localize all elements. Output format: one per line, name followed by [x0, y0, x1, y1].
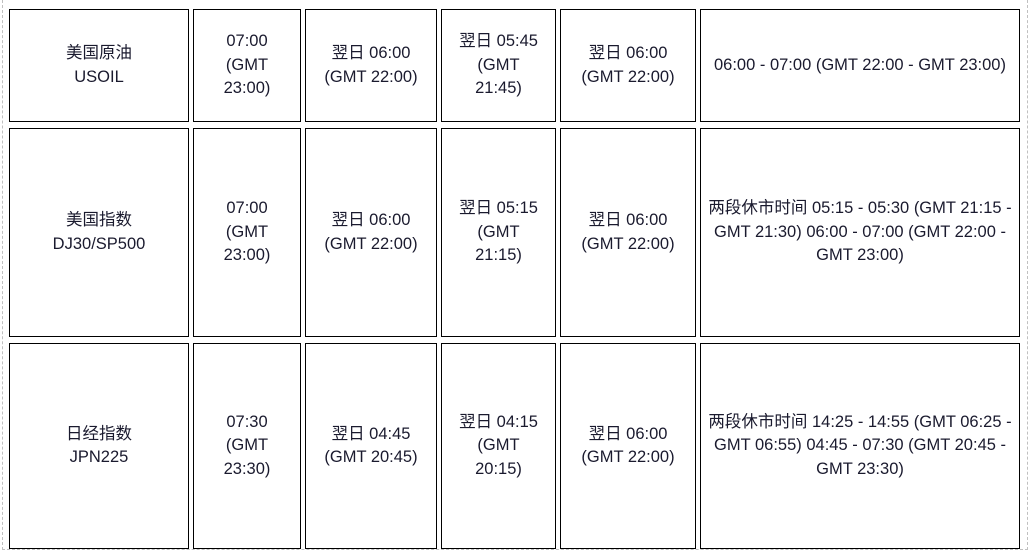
- settle-start-line-2: (GMT: [477, 222, 520, 241]
- table-body: 美国原油 USOIL 07:00 (GMT 23:00) 翌日 06:00 (G…: [9, 9, 1020, 549]
- open-time-line-2: (GMT: [225, 222, 269, 241]
- notes-cell: 两段休市时间 14:25 - 14:55 (GMT 06:25 - GMT 06…: [700, 343, 1020, 549]
- open-time-lines: 07:00 (GMT 23:00): [198, 30, 296, 100]
- settle-end-line-1: 翌日 06:00: [588, 211, 668, 230]
- table-row: 日经指数 JPN225 07:30 (GMT 23:30) 翌日 04:45 (…: [9, 343, 1020, 549]
- open-time-line-2: (GMT: [225, 436, 269, 455]
- instrument-name-cn: 美国指数: [66, 211, 132, 230]
- settle-start-line-1: 翌日 05:15: [459, 199, 538, 218]
- open-time-line-3: 23:00): [223, 246, 271, 265]
- open-time-line-3: 23:00): [223, 79, 271, 98]
- close-time-line-2: (GMT 22:00): [324, 67, 418, 86]
- settle-end-cell: 翌日 06:00 (GMT 22:00): [560, 9, 696, 122]
- notes-line-4: (GMT 22:00 - GMT 23:00): [816, 222, 1006, 265]
- settle-end-lines: 翌日 06:00 (GMT 22:00): [565, 423, 691, 470]
- instrument-lines: 美国原油 USOIL: [14, 42, 184, 89]
- settle-end-cell: 翌日 06:00 (GMT 22:00): [560, 343, 696, 549]
- settle-start-line-1: 翌日 04:15: [459, 412, 538, 431]
- settle-end-line-1: 翌日 06:00: [588, 424, 668, 443]
- settle-end-lines: 翌日 06:00 (GMT 22:00): [565, 209, 691, 256]
- settle-end-line-2: (GMT 22:00): [581, 234, 675, 253]
- notes-heading: 两段休市时间: [708, 412, 808, 431]
- close-time-line-2: (GMT 22:00): [324, 234, 418, 253]
- notes-line-3: 06:00 - 07:00: [806, 222, 904, 241]
- notes-line-2: (GMT 21:15 - GMT 21:30): [714, 199, 1012, 241]
- notes-lines: 两段休市时间 14:25 - 14:55 (GMT 06:25 - GMT 06…: [705, 411, 1015, 481]
- settle-start-line-3: 20:15): [475, 459, 522, 478]
- settle-start-lines: 翌日 05:45 (GMT 21:45): [446, 30, 551, 100]
- instrument-symbol: DJ30/SP500: [52, 234, 146, 253]
- close-time-cell: 翌日 06:00 (GMT 22:00): [305, 128, 437, 337]
- close-time-cell: 翌日 06:00 (GMT 22:00): [305, 9, 437, 122]
- notes-line-2: 23:00): [959, 55, 1006, 74]
- instrument-name-cn: 美国原油: [66, 44, 132, 63]
- settle-end-cell: 翌日 06:00 (GMT 22:00): [560, 128, 696, 337]
- close-time-line-1: 翌日 06:00: [331, 211, 411, 230]
- open-time-line-2: (GMT: [225, 55, 269, 74]
- open-time-line-3: 23:30): [223, 459, 271, 478]
- instrument-lines: 美国指数 DJ30/SP500: [14, 209, 184, 256]
- notes-line-1: 05:15 - 05:30: [811, 199, 910, 218]
- instrument-name-cn: 日经指数: [66, 424, 132, 443]
- settle-start-lines: 翌日 05:15 (GMT 21:15): [446, 197, 551, 267]
- open-time-lines: 07:00 (GMT 23:00): [198, 197, 296, 267]
- instrument-cell: 美国指数 DJ30/SP500: [9, 128, 189, 337]
- close-time-lines: 翌日 06:00 (GMT 22:00): [310, 209, 432, 256]
- table-row: 美国原油 USOIL 07:00 (GMT 23:00) 翌日 06:00 (G…: [9, 9, 1020, 122]
- table-row: 美国指数 DJ30/SP500 07:00 (GMT 23:00) 翌日 06:…: [9, 128, 1020, 337]
- notes-lines: 06:00 - 07:00 (GMT 22:00 - GMT 23:00): [705, 54, 1015, 77]
- notes-heading: 两段休市时间: [708, 199, 808, 218]
- settle-start-line-3: 21:45): [475, 79, 522, 98]
- open-time-line-1: 07:00: [226, 32, 268, 51]
- open-time-line-1: 07:30: [226, 412, 268, 431]
- instrument-lines: 日经指数 JPN225: [14, 423, 184, 470]
- open-time-cell: 07:00 (GMT 23:00): [193, 9, 301, 122]
- close-time-lines: 翌日 04:45 (GMT 20:45): [310, 423, 432, 470]
- notes-cell: 06:00 - 07:00 (GMT 22:00 - GMT 23:00): [700, 9, 1020, 122]
- open-time-cell: 07:30 (GMT 23:30): [193, 343, 301, 549]
- open-time-lines: 07:30 (GMT 23:30): [198, 411, 296, 481]
- close-time-cell: 翌日 04:45 (GMT 20:45): [305, 343, 437, 549]
- open-time-line-1: 07:00: [226, 199, 268, 218]
- settle-start-line-2: (GMT: [477, 55, 520, 74]
- notes-line-2: 06:55): [754, 436, 802, 455]
- notes-line-4: 23:30): [857, 459, 904, 478]
- settle-end-line-2: (GMT 22:00): [581, 67, 675, 86]
- instrument-cell: 日经指数 JPN225: [9, 343, 189, 549]
- notes-line-1: 14:25 - 14:55 (GMT 06:25 - GMT: [714, 412, 1012, 455]
- settle-start-line-3: 21:15): [475, 246, 522, 265]
- settle-start-cell: 翌日 05:45 (GMT 21:45): [441, 9, 556, 122]
- settle-end-line-1: 翌日 06:00: [588, 44, 668, 63]
- notes-line-1: 06:00 - 07:00 (GMT 22:00 - GMT: [714, 55, 955, 74]
- instrument-cell: 美国原油 USOIL: [9, 9, 189, 122]
- trading-hours-table: 美国原油 USOIL 07:00 (GMT 23:00) 翌日 06:00 (G…: [5, 3, 1024, 555]
- settle-start-cell: 翌日 05:15 (GMT 21:15): [441, 128, 556, 337]
- close-time-line-1: 翌日 04:45: [331, 424, 411, 443]
- settle-start-line-2: (GMT: [477, 436, 520, 455]
- settle-start-line-1: 翌日 05:45: [459, 32, 538, 51]
- open-time-cell: 07:00 (GMT 23:00): [193, 128, 301, 337]
- settle-end-lines: 翌日 06:00 (GMT 22:00): [565, 42, 691, 89]
- close-time-line-1: 翌日 06:00: [331, 44, 411, 63]
- settle-start-cell: 翌日 04:15 (GMT 20:15): [441, 343, 556, 549]
- close-time-line-2: (GMT 20:45): [324, 448, 418, 466]
- instrument-symbol: USOIL: [74, 67, 124, 86]
- settle-start-lines: 翌日 04:15 (GMT 20:15): [446, 411, 551, 481]
- settle-end-line-2: (GMT 22:00): [581, 448, 675, 466]
- close-time-lines: 翌日 06:00 (GMT 22:00): [310, 42, 432, 89]
- notes-cell: 两段休市时间 05:15 - 05:30 (GMT 21:15 - GMT 21…: [700, 128, 1020, 337]
- notes-lines: 两段休市时间 05:15 - 05:30 (GMT 21:15 - GMT 21…: [705, 197, 1015, 267]
- instrument-symbol: JPN225: [69, 448, 129, 466]
- notes-line-3: 04:45 - 07:30 (GMT 20:45 - GMT: [806, 436, 1006, 478]
